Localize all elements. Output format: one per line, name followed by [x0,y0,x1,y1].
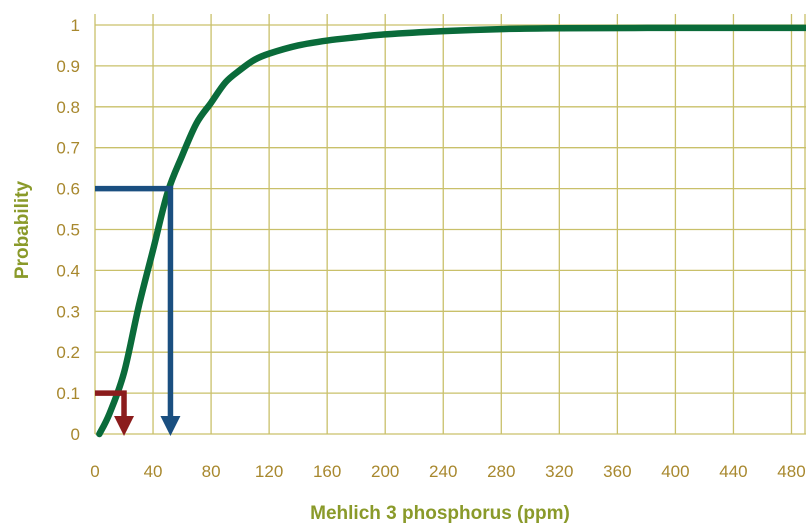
x-tick-label: 0 [90,462,99,481]
y-tick-label: 0.6 [56,180,80,199]
series-group [96,24,806,438]
y-tick-label: 0.8 [56,98,80,117]
x-tick-label: 160 [313,462,341,481]
arrow-head [114,416,135,436]
x-tick-label: 440 [719,462,747,481]
y-tick-label: 0.2 [56,343,80,362]
probability-curve [96,24,806,438]
y-tick-label: 0 [71,425,80,444]
y-tick-label: 0.1 [56,384,80,403]
x-tick-label: 120 [255,462,283,481]
x-tick-label: 480 [777,462,805,481]
annotations [95,185,181,436]
x-tick-label: 280 [487,462,515,481]
x-tick-label: 80 [202,462,221,481]
x-tick-label: 360 [603,462,631,481]
y-tick-label: 0.5 [56,221,80,240]
y-tick-label: 0.9 [56,57,80,76]
x-tick-label: 40 [144,462,163,481]
y-axis-title: Probability [12,180,33,279]
tick-labels: 0 40 80 120 160 200 240 280 320 360 400 440 480 0 0.1 0… [56,16,805,481]
x-axis-title: Mehlich 3 phosphorus (ppm) [310,503,570,524]
grid [94,14,806,435]
y-tick-label: 0.4 [56,261,80,280]
x-tick-label: 200 [371,462,399,481]
low-threshold-arrow [95,390,135,436]
arrow-line [95,390,127,420]
y-tick-label: 1 [71,16,80,35]
arrow-head [160,416,181,436]
x-tick-label: 320 [545,462,573,481]
y-tick-label: 0.7 [56,139,80,158]
x-tick-label: 240 [429,462,457,481]
y-tick-label: 0.3 [56,302,80,321]
high-threshold-arrow [95,185,181,436]
arrow-line [95,185,174,420]
x-tick-label: 400 [661,462,689,481]
